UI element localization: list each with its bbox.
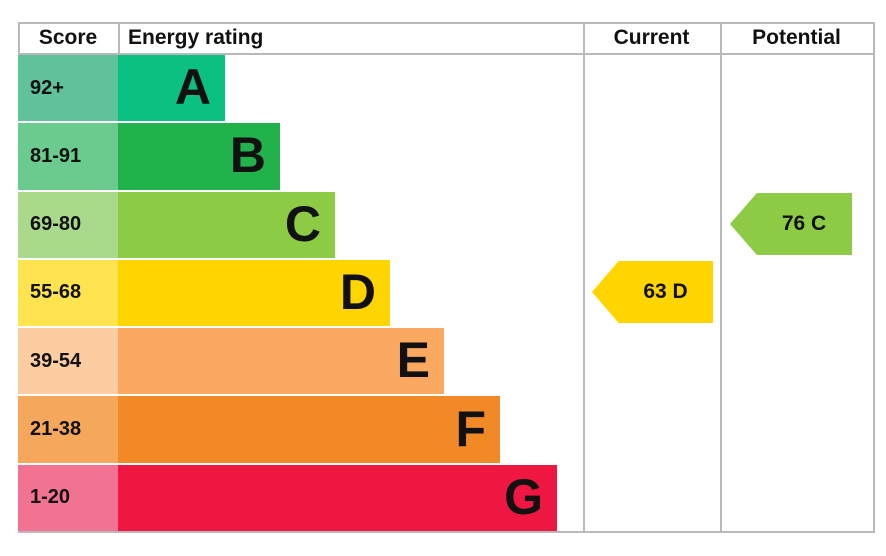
rating-letter: B xyxy=(229,127,266,184)
rating-bar: E xyxy=(118,328,444,395)
rating-letter: E xyxy=(396,332,430,389)
grid-line-bottom xyxy=(18,531,875,533)
band-row-e: 39-54 E xyxy=(18,328,583,397)
score-range: 21-38 xyxy=(18,396,118,463)
band-row-d: 55-68 D xyxy=(18,259,583,329)
grid-line-current-left xyxy=(583,22,585,533)
grid-line-top xyxy=(18,22,875,24)
rating-letter: F xyxy=(455,400,486,457)
grid-line-right xyxy=(873,22,875,533)
rating-letter: A xyxy=(174,59,211,116)
header-current: Current xyxy=(613,25,690,49)
score-range: 1-20 xyxy=(18,464,118,531)
potential-arrow-label: 76 C xyxy=(781,212,827,235)
rating-letter: D xyxy=(339,263,376,320)
band-row-f: 21-38 F xyxy=(18,396,583,465)
header-score: Score xyxy=(38,25,98,49)
rating-bar: B xyxy=(118,123,280,190)
grid-line-score-separator xyxy=(118,22,120,55)
current-arrow: 63 D xyxy=(592,261,713,323)
band-row-g: 1-20 G xyxy=(18,464,583,531)
score-range: 55-68 xyxy=(18,259,118,327)
rating-bar: C xyxy=(118,191,335,258)
score-range: 92+ xyxy=(18,55,118,122)
epc-table: Score Energy rating Current Potential 92… xyxy=(18,22,875,533)
rating-bar: D xyxy=(118,259,390,327)
score-range: 39-54 xyxy=(18,328,118,395)
rating-bar: A xyxy=(118,55,225,122)
bands: 92+ A 81-91 B 69-80 C 55-68 D 39-54 E 21-38 F 1-20 G xyxy=(18,55,583,531)
rating-letter: C xyxy=(284,195,321,252)
band-row-c: 69-80 C xyxy=(18,191,583,260)
score-range: 81-91 xyxy=(18,123,118,190)
header-potential: Potential xyxy=(752,25,841,49)
score-range: 69-80 xyxy=(18,191,118,258)
grid-line-potential-left xyxy=(720,22,722,533)
header-energy-rating: Energy rating xyxy=(128,25,264,49)
rating-bar: G xyxy=(118,464,557,531)
rating-letter: G xyxy=(504,468,543,525)
rating-bar: F xyxy=(118,396,500,463)
band-row-b: 81-91 B xyxy=(18,123,583,192)
grid-line-header-bottom xyxy=(18,53,875,55)
current-arrow-label: 63 D xyxy=(643,280,688,303)
band-row-a: 92+ A xyxy=(18,55,583,124)
potential-arrow: 76 C xyxy=(730,193,852,255)
grid-line-header-left xyxy=(18,22,20,55)
